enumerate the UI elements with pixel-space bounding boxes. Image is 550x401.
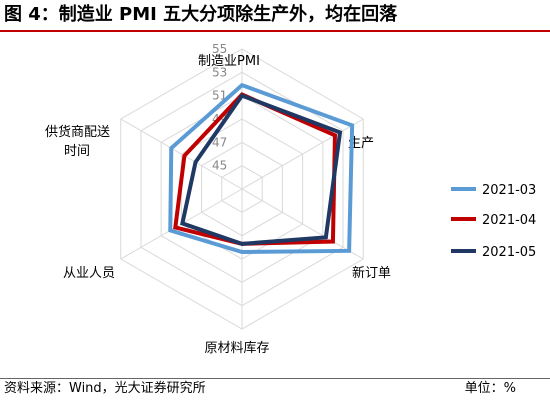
axis-label: 从业人员 xyxy=(63,266,115,281)
axis-label: 制造业PMI xyxy=(198,54,260,69)
source-note: 资料来源：Wind，光大证券研究所 xyxy=(4,381,206,396)
chart-title: 图 4：制造业 PMI 五大分项除生产外，均在回落 xyxy=(4,4,398,25)
series-line-2021-03 xyxy=(168,82,355,255)
tick-label: 47 xyxy=(212,135,227,149)
legend: 2021-03 2021-04 2021-05 xyxy=(451,183,536,260)
radar-spoke xyxy=(241,118,364,190)
tick-label: 53 xyxy=(212,65,227,79)
legend-label: 2021-04 xyxy=(482,213,536,228)
tick-label: 45 xyxy=(212,159,227,173)
radar-series xyxy=(168,82,355,255)
footer-divider xyxy=(0,378,550,379)
title-divider xyxy=(0,30,550,32)
radar-spokes xyxy=(120,49,364,329)
axis-label: 供货商配送时间 xyxy=(45,124,110,159)
series-line-2021-05 xyxy=(180,93,343,246)
radar-spoke xyxy=(120,118,243,190)
legend-label: 2021-05 xyxy=(482,245,536,260)
axis-label: 生产 xyxy=(348,136,374,151)
axis-label: 原材料库存 xyxy=(204,340,269,356)
legend-label: 2021-03 xyxy=(482,183,536,198)
axis-label: 新订单 xyxy=(352,265,391,281)
unit-note: 单位：% xyxy=(464,381,516,396)
radar-spoke xyxy=(241,188,364,260)
series-line-2021-04 xyxy=(173,92,337,246)
tick-label: 55 xyxy=(212,42,227,56)
